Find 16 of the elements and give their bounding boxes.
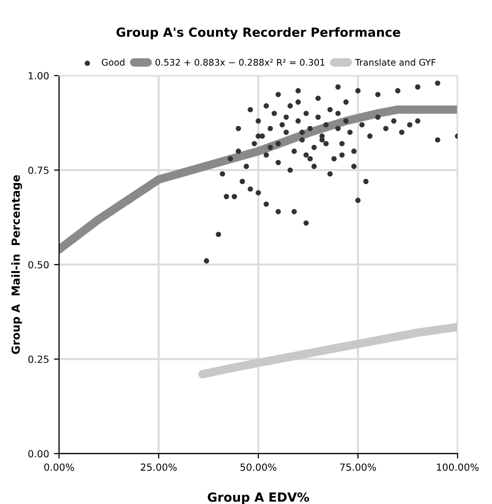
y-tick-label: 1.00 — [28, 72, 49, 80]
x-tick-label: 0.00% — [44, 463, 74, 471]
y-tick-label: 0.75 — [28, 166, 48, 174]
x-tick-label: 50.00% — [240, 463, 276, 471]
x-tick-label: 25.00% — [140, 463, 177, 471]
y-tick-label: 0.00 — [28, 450, 49, 458]
y-axis-title: Group A Mail-in Percentage — [11, 175, 22, 354]
y-tick-label: 0.25 — [28, 356, 48, 363]
legend-label: Translate and GYF — [355, 58, 436, 66]
y-tick-label: 0.50 — [28, 261, 49, 268]
x-tick-label: 75.00% — [340, 463, 376, 471]
legend-label: Good — [102, 58, 124, 66]
legend-label: 0.532 + 0.883x − 0.288x² R² = 0.301 — [156, 58, 324, 66]
x-axis-title: Group A EDV% — [208, 492, 310, 504]
x-tick-label: 100.00% — [437, 463, 479, 471]
chart-title: Group A's County Recorder Performance — [116, 27, 400, 40]
